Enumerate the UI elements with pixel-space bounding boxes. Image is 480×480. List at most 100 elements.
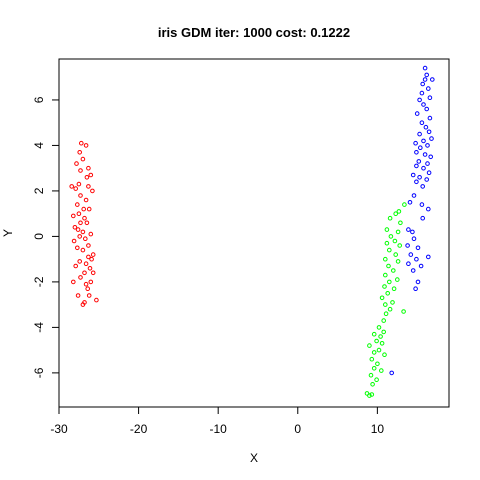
data-point	[421, 165, 426, 171]
data-point	[383, 311, 389, 317]
data-point	[396, 209, 402, 214]
y-tick-label: 6	[32, 96, 46, 103]
data-point	[94, 297, 99, 303]
data-point	[375, 361, 380, 367]
data-point	[88, 279, 94, 285]
data-point	[393, 211, 399, 216]
data-point	[413, 140, 418, 146]
data-points	[69, 65, 435, 398]
data-point	[76, 211, 82, 216]
data-point	[425, 143, 430, 148]
data-point	[395, 259, 401, 264]
data-point	[429, 136, 434, 141]
y-axis-label: Y	[1, 229, 15, 237]
data-point	[379, 341, 385, 346]
data-point	[414, 179, 419, 185]
data-point	[72, 225, 78, 230]
data-point	[413, 286, 418, 292]
data-point	[421, 102, 426, 107]
data-point	[382, 352, 387, 358]
data-point	[71, 213, 76, 219]
data-point	[90, 252, 96, 257]
data-point	[426, 254, 431, 260]
data-point	[411, 236, 417, 241]
data-point	[392, 238, 398, 244]
data-point	[378, 334, 383, 339]
data-point	[411, 193, 417, 198]
data-point	[381, 318, 387, 323]
data-point	[425, 161, 430, 166]
x-tick-label: -20	[130, 422, 148, 436]
data-point	[384, 240, 390, 246]
data-point	[410, 172, 416, 178]
data-point	[417, 97, 422, 103]
data-point	[426, 206, 431, 212]
data-point	[419, 120, 425, 125]
data-point	[374, 338, 379, 344]
data-point	[84, 220, 90, 226]
data-point	[383, 302, 388, 307]
data-point	[80, 156, 86, 162]
data-point	[406, 261, 411, 267]
data-point	[389, 370, 395, 376]
data-point	[423, 124, 429, 130]
data-point	[414, 163, 419, 169]
y-tick-label: -4	[32, 322, 46, 333]
data-point	[386, 263, 391, 269]
data-point	[424, 72, 430, 78]
data-point	[420, 215, 426, 221]
data-point	[402, 202, 407, 207]
data-point	[422, 65, 428, 71]
data-point	[419, 90, 425, 96]
data-point	[374, 377, 379, 383]
data-point	[75, 227, 81, 232]
data-point	[371, 350, 377, 355]
data-point	[83, 197, 89, 203]
data-point	[84, 175, 90, 180]
data-point	[86, 293, 92, 298]
x-tick-label: -10	[210, 422, 228, 436]
x-tick-label: 0	[294, 422, 301, 436]
data-point	[376, 325, 382, 330]
data-point	[83, 143, 89, 148]
x-tick-label: 10	[371, 422, 385, 436]
data-point	[387, 215, 393, 221]
data-point	[395, 277, 400, 282]
data-point	[83, 281, 89, 287]
data-point	[78, 275, 83, 280]
data-point	[407, 200, 413, 205]
data-point	[370, 382, 375, 387]
data-point	[384, 227, 390, 232]
data-point	[86, 243, 91, 248]
data-point	[427, 115, 433, 121]
data-point	[381, 329, 387, 335]
data-point	[422, 77, 428, 82]
data-point	[414, 111, 420, 116]
data-point	[420, 184, 426, 189]
data-point	[405, 243, 410, 248]
data-point	[382, 284, 387, 289]
data-point	[77, 150, 82, 155]
data-point	[422, 152, 428, 157]
data-point	[369, 356, 375, 362]
data-point	[393, 252, 399, 257]
data-point	[90, 270, 96, 276]
plot-frame	[58, 58, 450, 408]
data-point	[75, 245, 80, 251]
data-point	[88, 231, 94, 237]
data-point	[426, 129, 432, 135]
data-point	[398, 220, 403, 226]
data-point	[418, 145, 423, 150]
data-point	[78, 168, 83, 173]
y-axis: -6 -4 -2 0 2 4 6	[32, 96, 60, 378]
data-point	[383, 272, 388, 278]
data-point	[80, 247, 86, 253]
data-point	[383, 256, 388, 262]
data-point	[69, 184, 74, 189]
x-tick-label: -30	[50, 422, 68, 436]
y-tick-label: 4	[32, 142, 46, 149]
data-point	[390, 300, 395, 305]
data-point	[406, 227, 411, 232]
data-point	[427, 95, 433, 100]
data-point	[391, 268, 396, 273]
